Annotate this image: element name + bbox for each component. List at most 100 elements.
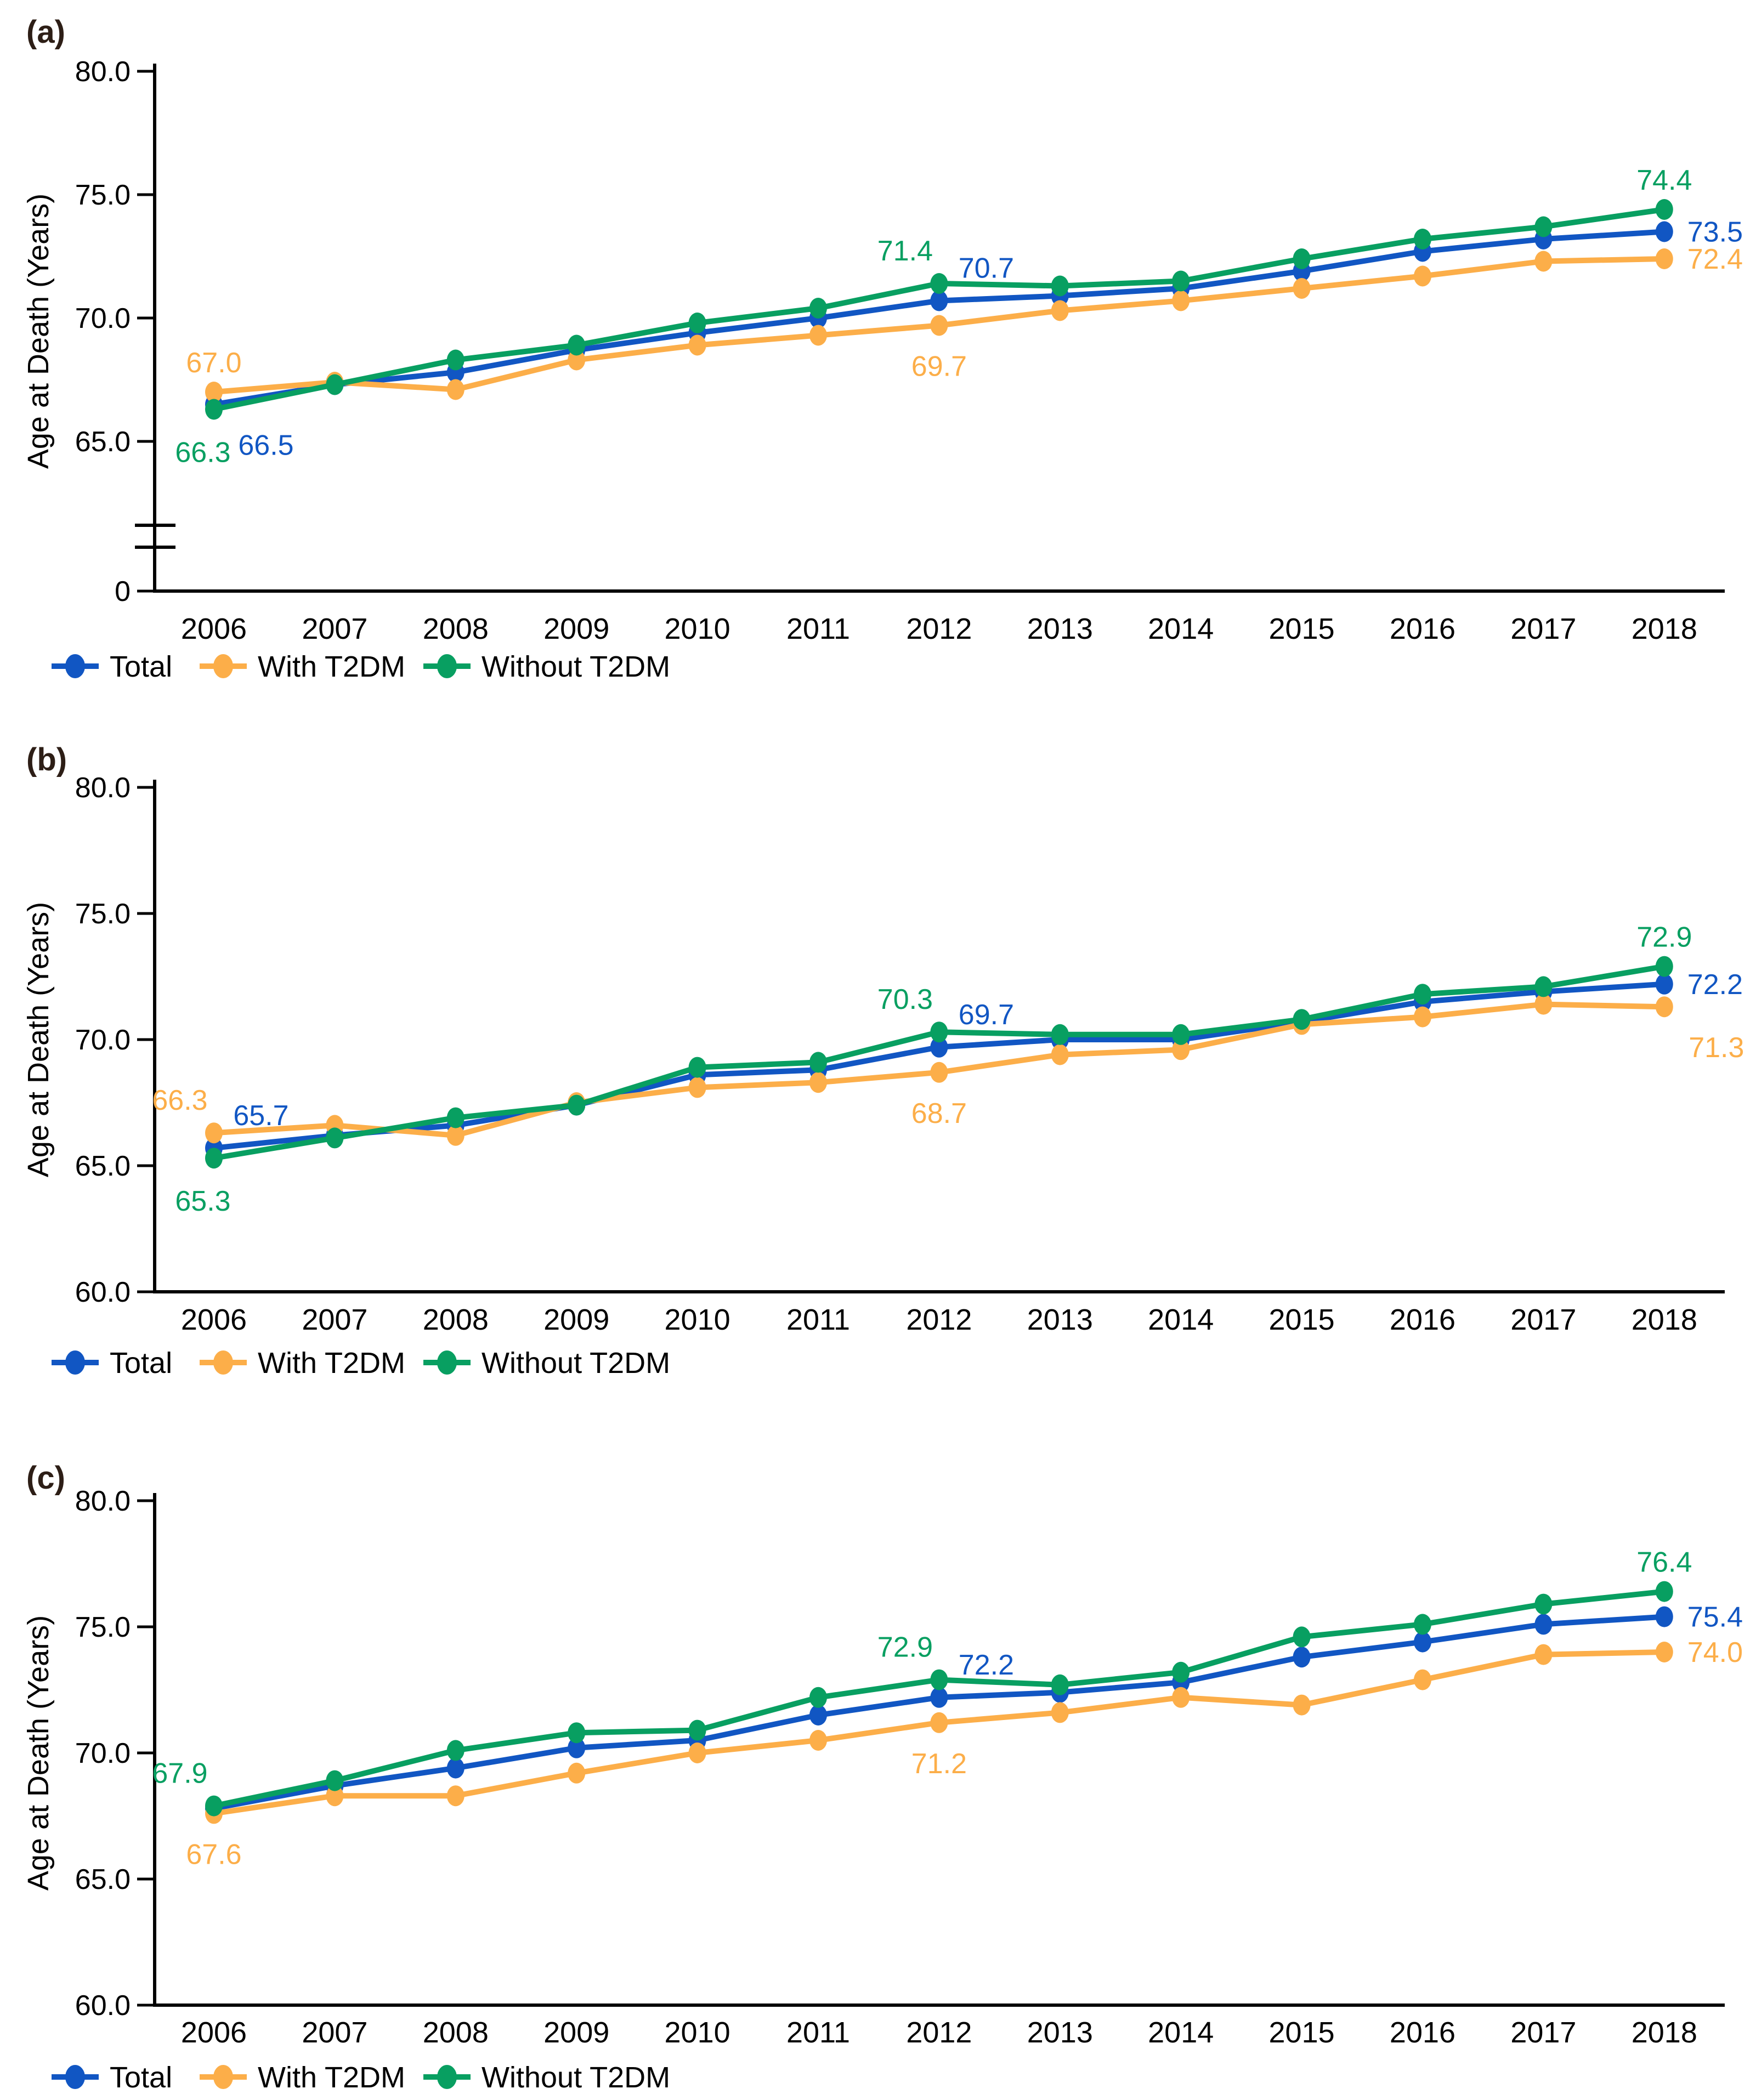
legend: Total With T2DM Without T2DM (52, 650, 670, 683)
x-tick-label: 2013 (1027, 612, 1093, 645)
data-point-with_t2dm (1172, 290, 1190, 311)
x-tick-label: 2009 (543, 1303, 609, 1336)
data-point-total (1293, 1647, 1311, 1668)
y-tick-label: 75.0 (75, 179, 131, 211)
data-point-without_t2dm (1414, 984, 1431, 1005)
data-point-without_t2dm (1655, 956, 1673, 977)
x-tick-label: 2006 (181, 2016, 247, 2049)
x-tick-label: 2016 (1390, 2016, 1455, 2049)
data-point-with_t2dm (1051, 1702, 1069, 1723)
data-point-with_t2dm (930, 315, 948, 336)
data-label: 72.9 (1636, 922, 1692, 953)
data-point-with_t2dm (809, 1730, 827, 1751)
data-label: 76.4 (1636, 1547, 1692, 1579)
data-point-with_t2dm (1414, 1006, 1431, 1028)
data-point-without_t2dm (1172, 1661, 1190, 1683)
y-tick-label: 70.0 (75, 1024, 131, 1056)
panel-label: (b) (26, 742, 67, 777)
data-point-without_t2dm (1534, 216, 1553, 237)
x-tick-label: 2008 (423, 1303, 489, 1336)
data-label: 71.2 (911, 1748, 967, 1780)
data-point-with_t2dm (1534, 994, 1553, 1015)
x-tick-label: 2011 (786, 2016, 850, 2049)
x-tick-label: 2012 (906, 2016, 972, 2049)
data-point-without_t2dm (1051, 1674, 1069, 1695)
legend-item-label: Total (110, 650, 172, 683)
data-label: 70.3 (877, 984, 933, 1015)
data-label: 72.2 (959, 1649, 1014, 1681)
data-point-without_t2dm (205, 1148, 223, 1169)
x-tick-label: 2017 (1510, 1303, 1576, 1336)
panel-label: (a) (26, 14, 65, 50)
data-point-without_t2dm (1172, 270, 1190, 292)
y-axis-title: Age at Death (Years) (22, 1615, 55, 1891)
data-point-with_t2dm (1534, 251, 1553, 272)
data-point-with_t2dm (446, 1125, 465, 1146)
x-tick-label: 2011 (786, 612, 850, 645)
data-label: 65.3 (175, 1185, 230, 1217)
x-tick-label: 2012 (906, 1303, 972, 1336)
panel-b: (b) Age at Death (Years) 80.0 75.0 70.0 65.0 6… (22, 742, 1744, 1380)
y-tick-label: 80.0 (75, 56, 131, 88)
y-tick-label: 80.0 (75, 772, 131, 804)
data-point-without_t2dm (1534, 976, 1553, 997)
data-label: 69.7 (959, 999, 1014, 1031)
data-point-without_t2dm (809, 1687, 827, 1708)
data-point-with_t2dm (1655, 1642, 1673, 1662)
x-tick-label: 2013 (1027, 2016, 1093, 2049)
panel-c: (c) Age at Death (Years) 80.0 75.0 70.0 65.0 6… (22, 1460, 1743, 2094)
data-point-with_t2dm (1414, 265, 1431, 287)
data-point-total (1414, 1631, 1431, 1653)
x-tick-label: 2017 (1510, 612, 1576, 645)
data-point-total (930, 290, 948, 311)
data-point-total (1655, 221, 1673, 242)
x-tick-label: 2018 (1632, 1303, 1697, 1336)
data-point-without_t2dm (1655, 199, 1673, 220)
data-point-without_t2dm (809, 1052, 827, 1073)
data-point-with_t2dm (1051, 300, 1069, 321)
data-label: 72.2 (1687, 969, 1743, 1001)
y-tick-label: 60.0 (75, 1990, 131, 2022)
x-tick-label: 2007 (302, 2016, 367, 2049)
data-label: 73.5 (1687, 217, 1743, 248)
x-tick-label: 2010 (665, 2016, 730, 2049)
data-point-with_t2dm (809, 1072, 827, 1093)
x-tick-label: 2016 (1390, 1303, 1455, 1336)
y-tick-label: 80.0 (75, 1485, 131, 1517)
data-point-without_t2dm (326, 374, 344, 395)
data-point-without_t2dm (1293, 1626, 1311, 1648)
data-point-without_t2dm (1414, 1614, 1431, 1635)
data-point-without_t2dm (809, 298, 827, 319)
data-point-without_t2dm (1293, 248, 1311, 269)
data-point-with_t2dm (1293, 278, 1311, 299)
data-point-with_t2dm (446, 1785, 465, 1807)
x-tick-label: 2016 (1390, 612, 1455, 645)
data-point-with_t2dm (446, 379, 465, 400)
data-point-with_t2dm (568, 1762, 586, 1784)
data-label: 67.0 (186, 347, 241, 379)
legend-marker-icon (65, 654, 85, 678)
data-point-without_t2dm (1414, 229, 1431, 249)
x-tick-label: 2008 (423, 612, 489, 645)
data-point-without_t2dm (688, 313, 706, 333)
x-tick-label: 2015 (1269, 1303, 1335, 1336)
data-point-without_t2dm (326, 1127, 344, 1149)
data-label: 67.6 (186, 1838, 241, 1870)
legend-item-label: Without T2DM (482, 650, 670, 683)
data-label: 74.0 (1687, 1637, 1743, 1668)
y-tick-label: 65.0 (75, 1864, 131, 1895)
x-tick-label: 2011 (786, 1303, 850, 1336)
data-point-without_t2dm (568, 1094, 586, 1116)
data-point-total (809, 1705, 827, 1726)
panel-a: (a) Age at Death (Years) 80.0 75.0 70.0 65.0 0… (22, 14, 1743, 683)
data-point-without_t2dm (205, 1795, 223, 1817)
legend-item-label: Total (110, 1347, 172, 1380)
data-point-total (1534, 1614, 1553, 1635)
data-point-with_t2dm (568, 349, 586, 371)
x-tick-label: 2010 (665, 1303, 730, 1336)
legend-marker-icon (213, 1350, 233, 1375)
data-point-with_t2dm (205, 1122, 223, 1144)
data-point-with_t2dm (1534, 1644, 1553, 1665)
